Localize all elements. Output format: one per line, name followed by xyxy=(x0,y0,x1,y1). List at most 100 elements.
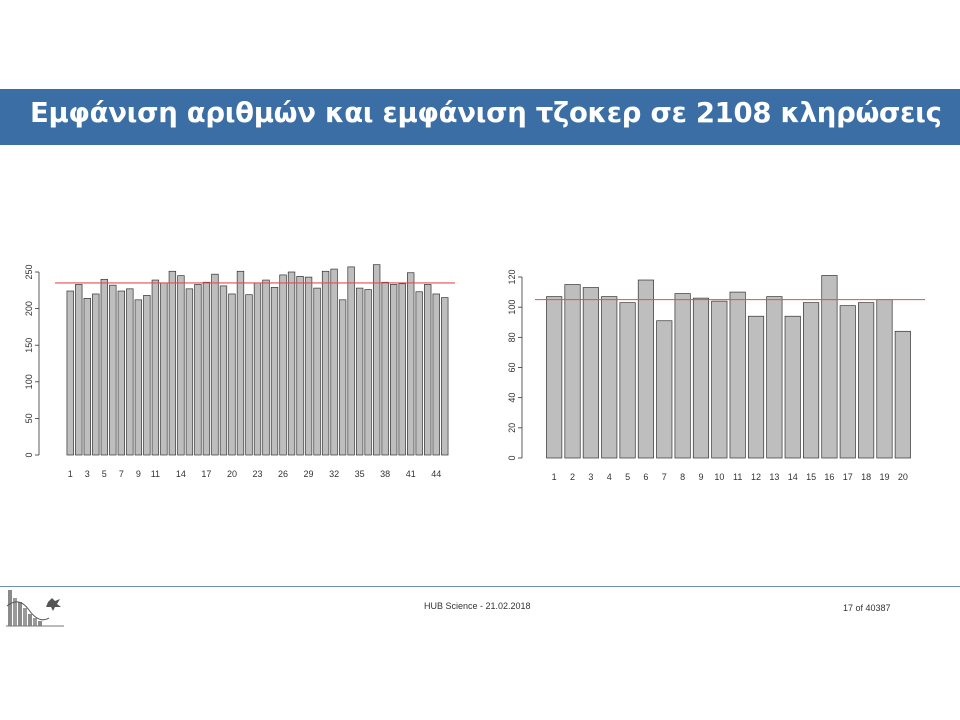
footer-divider xyxy=(0,586,960,587)
y-tick-label: 250 xyxy=(25,264,34,279)
bar xyxy=(656,320,673,459)
bar xyxy=(766,296,783,459)
x-tick-label: 7 xyxy=(662,472,667,482)
bar xyxy=(228,293,236,456)
bar xyxy=(66,290,74,456)
bar xyxy=(338,299,347,456)
bar xyxy=(821,275,838,459)
x-tick-label: 1 xyxy=(552,472,557,482)
bar xyxy=(619,302,636,459)
x-tick-label: 35 xyxy=(355,469,365,479)
x-tick-label: 5 xyxy=(625,472,630,482)
y-tick-label: 100 xyxy=(507,300,517,315)
y-tick-label: 0 xyxy=(507,455,517,460)
bar xyxy=(126,288,134,456)
x-tick-label: 38 xyxy=(380,469,390,479)
histogram-logo-icon xyxy=(6,590,64,627)
x-tick-label: 10 xyxy=(714,472,724,482)
title-bar: Εμφάνιση αριθμών και εμφάνιση τζοκερ σε … xyxy=(0,89,960,145)
bar xyxy=(262,279,270,456)
x-tick-label: 8 xyxy=(680,472,685,482)
y-tick-label: 20 xyxy=(507,423,517,433)
x-tick-label: 11 xyxy=(733,472,742,482)
bar xyxy=(564,284,581,459)
x-tick-label: 9 xyxy=(698,472,703,482)
bar xyxy=(143,295,151,456)
bar xyxy=(194,284,202,456)
bar xyxy=(692,297,710,459)
bar xyxy=(432,293,440,456)
bar xyxy=(876,299,893,459)
bar xyxy=(372,264,381,456)
x-tick-label: 5 xyxy=(102,469,107,479)
y-tick-label: 50 xyxy=(25,413,34,423)
bar xyxy=(313,287,321,456)
bar xyxy=(83,298,91,456)
y-tick-label: 200 xyxy=(25,301,34,316)
bar xyxy=(270,287,279,456)
bar xyxy=(424,284,432,456)
x-tick-label: 32 xyxy=(329,469,339,479)
x-tick-label: 3 xyxy=(85,469,90,479)
bar xyxy=(407,272,415,456)
x-tick-label: 19 xyxy=(879,472,889,482)
x-tick-label: 17 xyxy=(201,469,211,479)
bar xyxy=(253,282,262,456)
bar xyxy=(711,300,728,459)
x-tick-label: 29 xyxy=(304,469,314,479)
x-tick-label: 16 xyxy=(824,472,834,482)
x-tick-label: 13 xyxy=(769,472,779,482)
x-tick-label: 11 xyxy=(151,469,160,479)
y-tick-label: 40 xyxy=(507,393,517,403)
bar xyxy=(364,289,372,456)
x-tick-label: 2 xyxy=(570,472,575,482)
bar xyxy=(415,291,423,456)
bar xyxy=(134,299,143,456)
bar xyxy=(390,284,398,456)
bar xyxy=(219,285,228,456)
bar xyxy=(347,266,355,456)
x-tick-label: 14 xyxy=(788,472,798,482)
bar xyxy=(151,279,160,456)
y-tick-label: 80 xyxy=(507,332,517,342)
y-tick-label: 60 xyxy=(507,362,517,372)
x-tick-label: 18 xyxy=(861,472,871,482)
x-tick-label: 12 xyxy=(751,472,761,482)
x-tick-label: 26 xyxy=(278,469,288,479)
bar xyxy=(160,282,168,456)
bar xyxy=(441,297,449,456)
bar xyxy=(858,302,875,459)
footer-page-number: 17 of 40387 xyxy=(843,603,891,613)
bar xyxy=(398,283,406,456)
bar xyxy=(211,273,219,456)
x-tick-label: 41 xyxy=(406,469,416,479)
y-tick-label: 100 xyxy=(25,374,34,389)
bar xyxy=(674,293,691,459)
bar xyxy=(236,270,245,456)
bar xyxy=(330,268,338,456)
bar xyxy=(279,274,287,456)
bar xyxy=(75,284,83,456)
bar xyxy=(185,288,194,456)
y-tick-label: 150 xyxy=(25,338,34,353)
x-tick-label: 17 xyxy=(843,472,853,482)
bar xyxy=(202,281,211,456)
bar xyxy=(729,291,746,459)
bar xyxy=(109,284,117,456)
bar xyxy=(321,270,330,456)
x-tick-label: 20 xyxy=(227,469,237,479)
bar xyxy=(92,293,100,456)
x-tick-label: 4 xyxy=(607,472,612,482)
bar xyxy=(296,276,304,456)
x-tick-label: 44 xyxy=(431,469,441,479)
bar xyxy=(839,305,856,459)
bar xyxy=(894,330,911,459)
x-tick-label: 7 xyxy=(119,469,124,479)
bar xyxy=(784,315,801,459)
x-tick-label: 20 xyxy=(898,472,908,482)
y-tick-label: 120 xyxy=(507,269,517,284)
bar xyxy=(546,296,563,459)
bar xyxy=(601,296,618,459)
bar xyxy=(381,281,389,456)
